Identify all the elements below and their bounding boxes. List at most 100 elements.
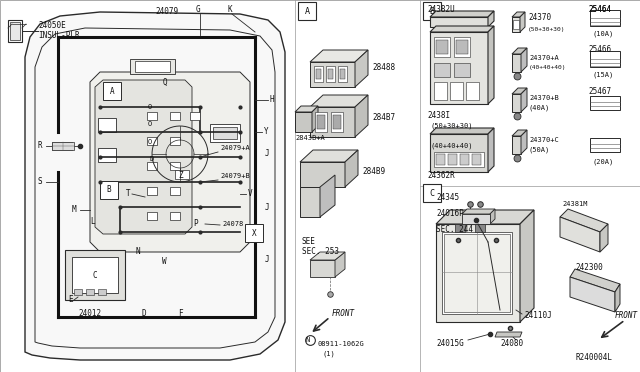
Bar [190, 112, 200, 120]
Bar [52, 142, 74, 150]
Bar [444, 234, 510, 312]
Polygon shape [355, 95, 368, 137]
Bar [147, 187, 157, 195]
Polygon shape [570, 269, 620, 292]
Bar [98, 148, 116, 162]
Text: R: R [38, 141, 43, 151]
Text: (50+30+30): (50+30+30) [528, 26, 566, 32]
Polygon shape [430, 32, 488, 104]
Text: A: A [305, 6, 310, 16]
Text: 25467: 25467 [588, 87, 611, 96]
Bar [315, 112, 327, 132]
Polygon shape [300, 187, 320, 217]
Text: 24016P: 24016P [436, 209, 464, 218]
Bar [98, 289, 106, 295]
Bar [434, 82, 447, 100]
Bar [460, 154, 469, 165]
Text: J: J [265, 202, 269, 212]
Bar [434, 37, 450, 57]
Polygon shape [312, 106, 318, 132]
Bar [170, 187, 180, 195]
Text: 2843B+A: 2843B+A [295, 135, 324, 141]
Bar [475, 224, 485, 232]
Polygon shape [512, 94, 521, 112]
Polygon shape [512, 88, 527, 94]
Text: 24110J: 24110J [524, 311, 552, 321]
Polygon shape [615, 284, 620, 312]
Text: O: O [148, 139, 152, 145]
Bar [340, 69, 345, 79]
Polygon shape [512, 130, 527, 136]
Bar [100, 181, 118, 199]
Polygon shape [521, 48, 527, 72]
Bar [448, 154, 457, 165]
Text: B: B [107, 186, 111, 195]
Bar [317, 115, 325, 129]
Text: SEE: SEE [302, 237, 316, 247]
Bar [423, 184, 441, 202]
Bar [338, 66, 347, 82]
Bar [52, 142, 72, 150]
Polygon shape [520, 210, 534, 322]
Text: 08911-1062G: 08911-1062G [318, 341, 365, 347]
Polygon shape [490, 209, 495, 224]
Text: Z: Z [178, 170, 182, 180]
Polygon shape [512, 48, 527, 54]
Text: 2438I: 2438I [427, 110, 450, 119]
Polygon shape [320, 175, 335, 217]
Bar [436, 40, 448, 54]
Text: 24080: 24080 [500, 340, 523, 349]
Bar [442, 232, 512, 314]
Text: C: C [93, 270, 97, 279]
Bar [472, 154, 481, 165]
Text: 24345: 24345 [436, 192, 459, 202]
Text: B: B [429, 6, 435, 16]
Text: (15A): (15A) [592, 72, 613, 78]
Bar [456, 40, 468, 54]
Polygon shape [521, 130, 527, 154]
Bar [170, 137, 180, 145]
Bar [454, 37, 470, 57]
Polygon shape [90, 72, 250, 252]
Polygon shape [560, 217, 600, 252]
Text: 284B9: 284B9 [362, 167, 385, 176]
Bar [436, 154, 445, 165]
Bar [434, 152, 484, 167]
Polygon shape [295, 112, 312, 132]
Bar [147, 112, 157, 120]
Bar [86, 289, 94, 295]
Bar [135, 61, 170, 72]
Text: 284B7: 284B7 [372, 112, 395, 122]
Text: 24015G: 24015G [436, 340, 464, 349]
Bar [147, 212, 157, 220]
Bar [10, 22, 20, 40]
Text: 24370: 24370 [528, 13, 551, 22]
Text: (40+40+40): (40+40+40) [430, 143, 472, 149]
Polygon shape [521, 88, 527, 112]
Bar [590, 96, 620, 110]
Text: 24012: 24012 [78, 310, 101, 318]
Bar [213, 127, 237, 139]
Bar [423, 2, 441, 20]
Text: 24370+A: 24370+A [529, 55, 559, 61]
Bar [434, 63, 450, 77]
Bar [513, 20, 519, 29]
Text: 24381M: 24381M [562, 201, 588, 207]
Text: P: P [193, 219, 198, 228]
Bar [450, 82, 463, 100]
Text: O: O [148, 104, 152, 110]
Text: A: A [109, 87, 115, 96]
Bar [147, 162, 157, 170]
Bar [331, 112, 343, 132]
Polygon shape [300, 150, 358, 162]
Bar [314, 66, 323, 82]
Polygon shape [462, 209, 495, 214]
Polygon shape [600, 224, 608, 252]
Bar [98, 118, 116, 132]
Polygon shape [310, 62, 355, 87]
Polygon shape [310, 252, 345, 260]
Bar [333, 115, 341, 129]
Text: T: T [126, 189, 131, 199]
Bar [210, 124, 240, 142]
Bar [590, 10, 620, 26]
